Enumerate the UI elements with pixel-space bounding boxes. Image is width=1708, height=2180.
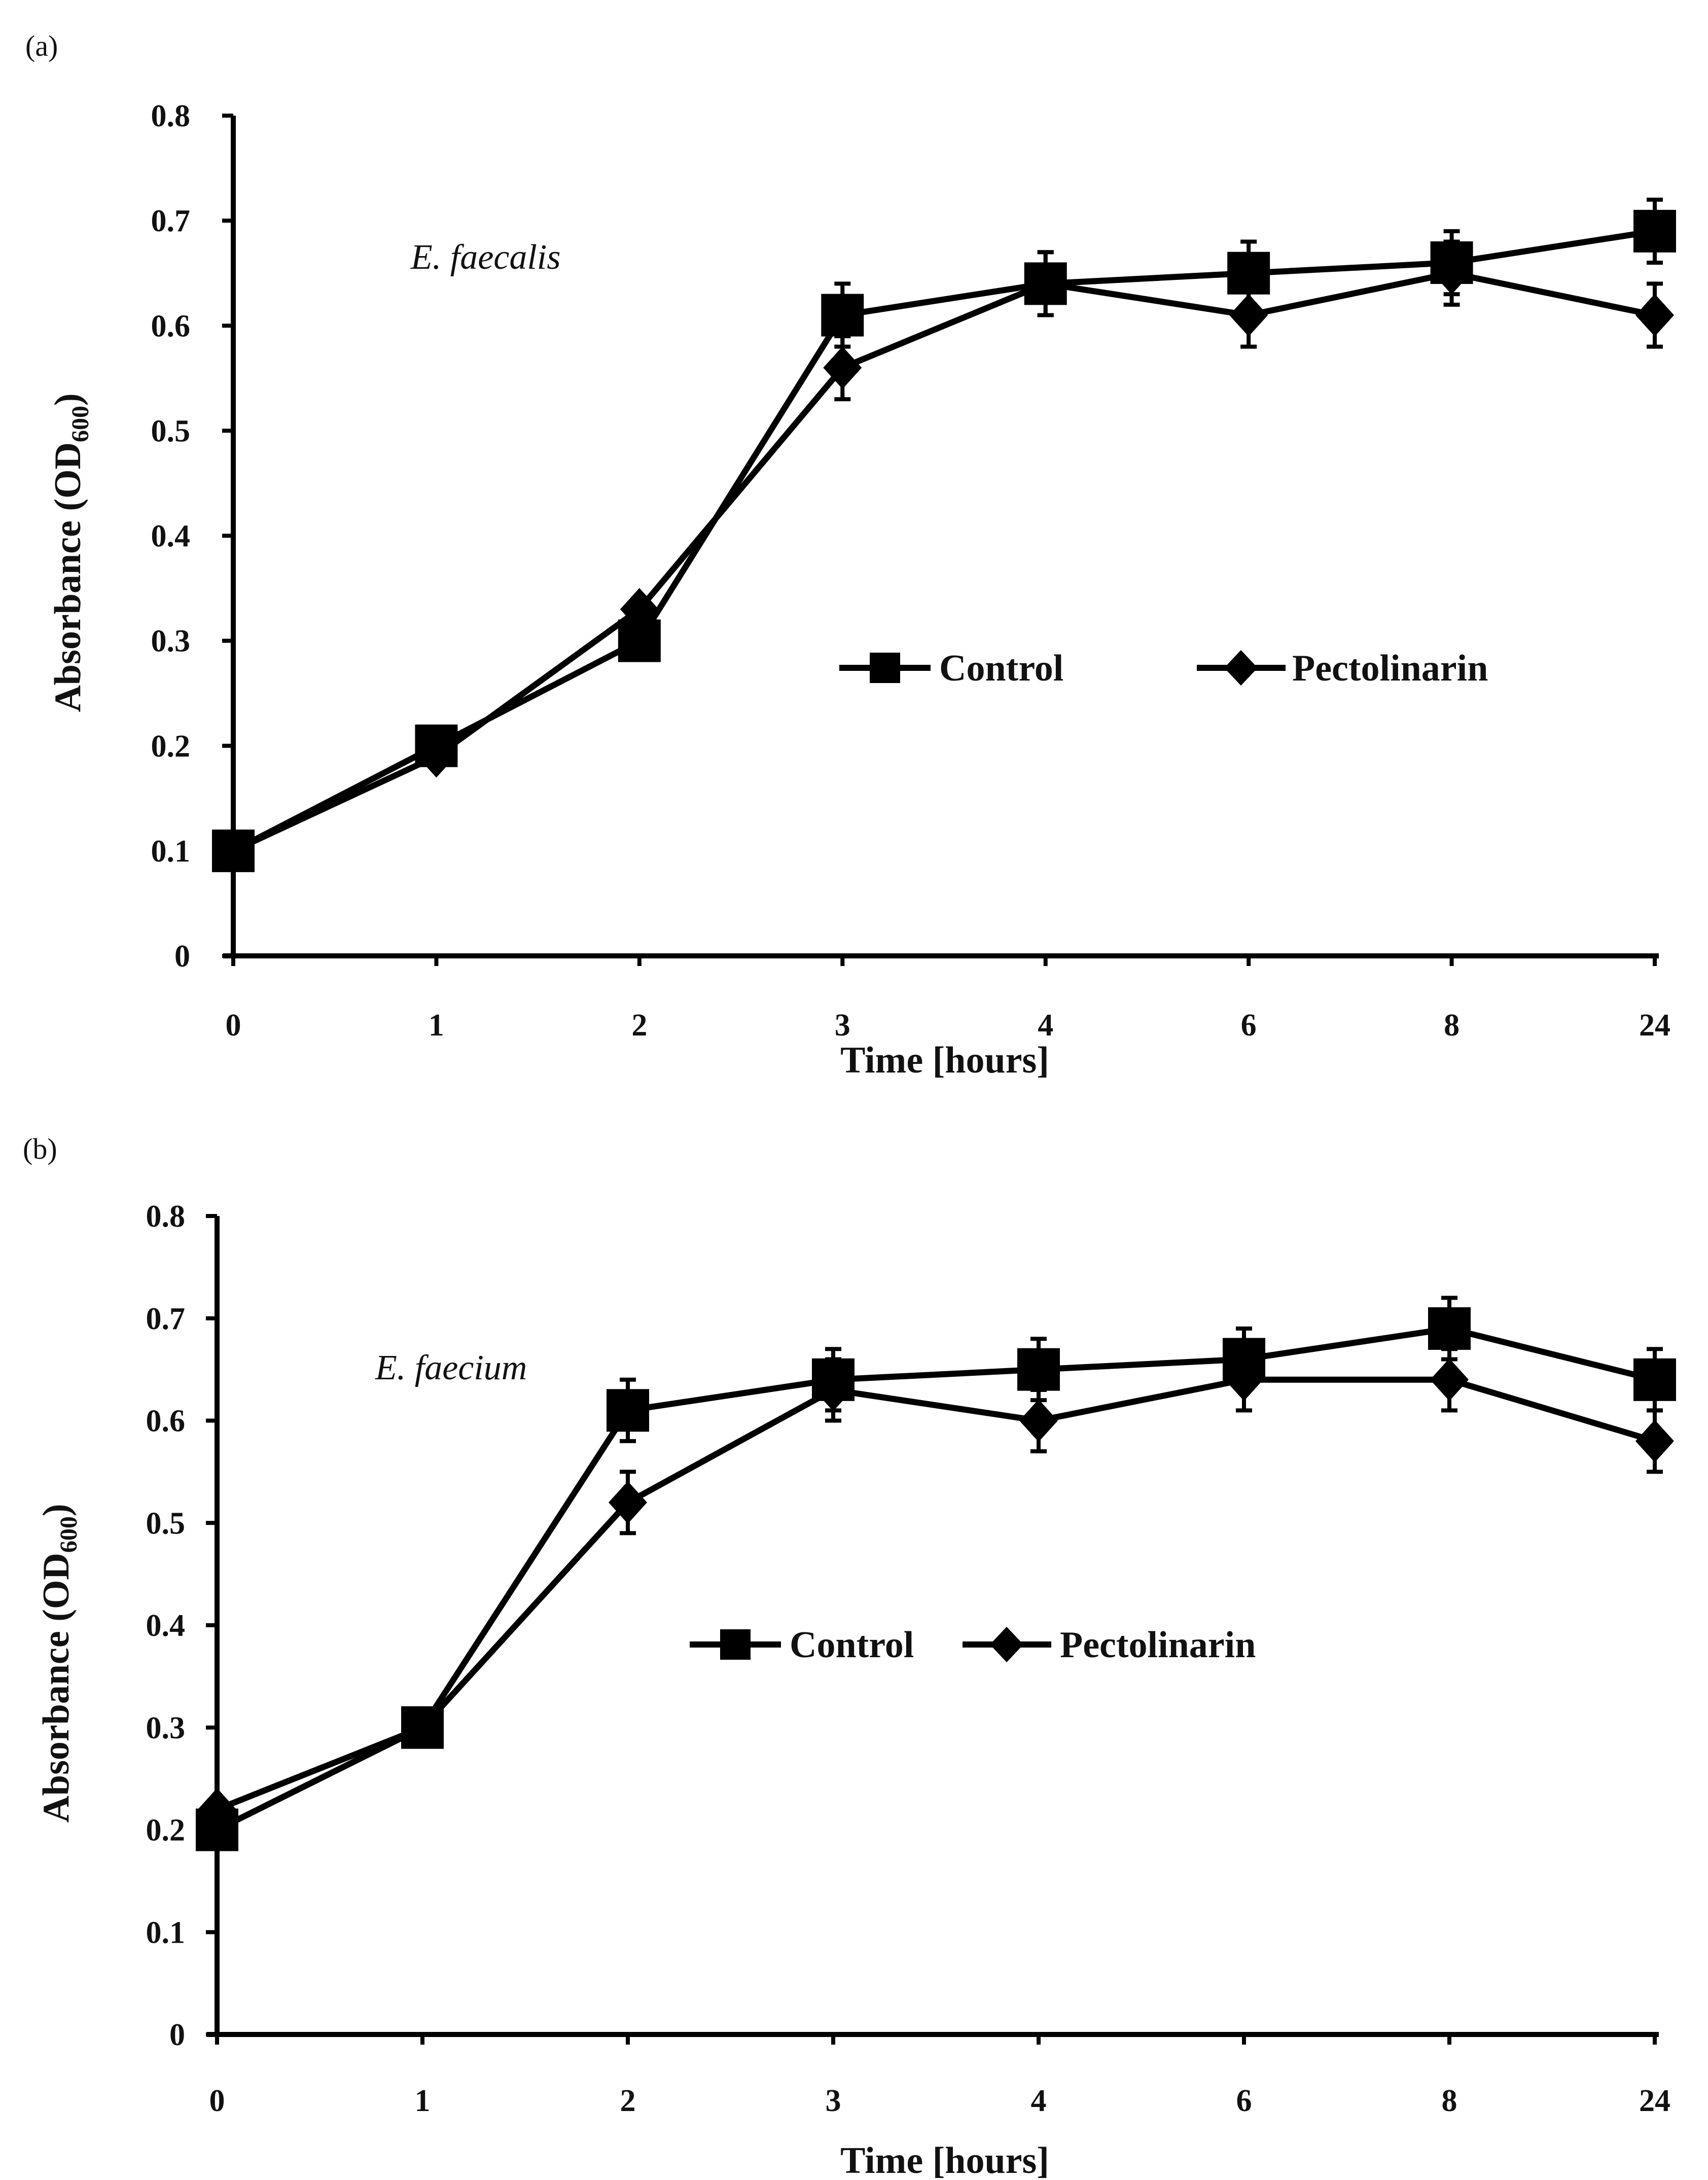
y-tick-label: 0.6 — [151, 309, 191, 343]
data-point-pectolinarin — [609, 1481, 647, 1524]
x-tick-label: 6 — [1241, 1008, 1257, 1043]
panel-a-label: (a) — [25, 29, 58, 62]
y-tick-label: 0.2 — [146, 1813, 186, 1848]
legend-pectolinarin-marker — [1224, 650, 1258, 686]
y-tick-label: 0.8 — [151, 99, 191, 133]
x-tick-label: 2 — [620, 2084, 636, 2118]
legend-control-marker — [720, 1629, 751, 1660]
data-point-pectolinarin — [403, 1706, 442, 1749]
legend-item-pectolinarin: Pectolinarin — [963, 1624, 1256, 1666]
y-tick-label: 0.1 — [151, 834, 191, 869]
data-point-control — [1633, 209, 1676, 253]
x-tick-label: 8 — [1442, 2084, 1457, 2118]
y-tick-label: 0.3 — [146, 1711, 186, 1745]
y-tick-label: 0.4 — [146, 1609, 186, 1643]
y-tick-label: 0.3 — [151, 624, 191, 659]
panel-b-species-annotation: E. faecium — [375, 1348, 527, 1387]
panel-a-axes: 0 0.1 0.2 0.3 0.4 0.5 0.6 0.7 0.8 0 1 2 3 4 6 8 24 — [151, 99, 1671, 1043]
data-point-control — [1633, 1358, 1676, 1401]
data-point-control — [1428, 1307, 1471, 1350]
x-tick-label: 8 — [1444, 1008, 1460, 1043]
x-tick-label: 3 — [835, 1008, 850, 1043]
x-tick-label: 0 — [209, 2084, 225, 2118]
panel-b-label: (b) — [23, 1132, 57, 1165]
x-tick-label: 2 — [631, 1008, 647, 1043]
y-tick-label: 0 — [169, 2018, 185, 2052]
y-tick-label: 0.6 — [146, 1404, 186, 1439]
data-point-pectolinarin — [1432, 252, 1471, 295]
data-point-pectolinarin — [1635, 294, 1674, 337]
legend-control-marker — [870, 653, 900, 683]
panel-a-legend: Control Pectolinarin — [839, 648, 1488, 689]
series-line-control — [216, 1325, 1656, 1833]
y-tick-label: 0.2 — [151, 729, 191, 764]
panel-a-chart: (a) E. faecalis Time [hours] Absorbance … — [25, 29, 1676, 1081]
x-tick-label: 6 — [1236, 2084, 1252, 2118]
x-tick-label: 24 — [1639, 1008, 1670, 1043]
y-tick-label: 0.7 — [146, 1302, 186, 1336]
panel-b-y-axis-title: Absorbance (OD600) — [35, 1504, 82, 1822]
panel-a-series — [212, 197, 1676, 872]
data-point-pectolinarin — [620, 588, 659, 631]
data-point-pectolinarin — [1026, 262, 1065, 305]
legend-item-control: Control — [839, 648, 1063, 689]
legend-pectolinarin-marker — [990, 1627, 1023, 1662]
data-point-pectolinarin — [1635, 1419, 1674, 1462]
x-tick-label: 0 — [226, 1008, 241, 1043]
legend-item-pectolinarin: Pectolinarin — [1197, 648, 1488, 689]
panel-b-legend: Control Pectolinarin — [690, 1624, 1256, 1666]
series-line-pectolinarin — [216, 1376, 1656, 1812]
x-tick-label: 24 — [1639, 2084, 1670, 2118]
legend-item-control: Control — [690, 1624, 914, 1666]
y-tick-label: 0.5 — [146, 1506, 186, 1541]
legend-pectolinarin-label: Pectolinarin — [1292, 648, 1488, 689]
panel-b-series — [196, 1296, 1676, 1851]
x-tick-label: 4 — [1038, 1008, 1053, 1043]
x-tick-label: 1 — [415, 2084, 431, 2118]
y-tick-label: 0.7 — [151, 204, 191, 238]
panel-a-species-annotation: E. faecalis — [410, 238, 560, 277]
y-tick-label: 0 — [174, 939, 190, 974]
panel-b-axes: 0 0.1 0.2 0.3 0.4 0.5 0.6 0.7 0.8 0 1 2 3 4 6 8 24 — [146, 1199, 1671, 2118]
data-point-pectolinarin — [417, 735, 456, 778]
data-point-pectolinarin — [1430, 1358, 1469, 1401]
y-tick-label: 0.1 — [146, 1915, 186, 1950]
data-point-pectolinarin — [214, 829, 253, 872]
panel-b-x-axis-title: Time [hours] — [840, 2140, 1049, 2180]
data-point-pectolinarin — [814, 1368, 852, 1411]
legend-control-label: Control — [939, 648, 1063, 689]
data-point-pectolinarin — [198, 1788, 236, 1831]
x-tick-label: 4 — [1031, 2084, 1047, 2118]
data-point-pectolinarin — [1229, 294, 1268, 337]
x-tick-label: 1 — [429, 1008, 444, 1043]
data-point-pectolinarin — [1225, 1358, 1263, 1401]
legend-control-label: Control — [790, 1624, 914, 1666]
y-tick-label: 0.4 — [151, 519, 191, 554]
legend-pectolinarin-label: Pectolinarin — [1060, 1624, 1256, 1666]
data-point-pectolinarin — [1019, 1399, 1058, 1442]
x-tick-label: 3 — [826, 2084, 841, 2118]
y-tick-label: 0.8 — [146, 1199, 186, 1234]
y-tick-label: 0.5 — [151, 414, 191, 448]
data-point-pectolinarin — [823, 346, 862, 389]
series-line-pectolinarin — [232, 270, 1656, 854]
panel-b-chart: (b) E. faecium Time [hours] Absorbance (… — [23, 1132, 1676, 2180]
data-point-control — [607, 1389, 649, 1432]
panel-a-x-axis-title: Time [hours] — [840, 1040, 1049, 1081]
data-point-control — [821, 294, 864, 337]
panel-a-y-axis-title: Absorbance (OD600) — [47, 393, 94, 712]
data-point-control — [1017, 1348, 1060, 1391]
